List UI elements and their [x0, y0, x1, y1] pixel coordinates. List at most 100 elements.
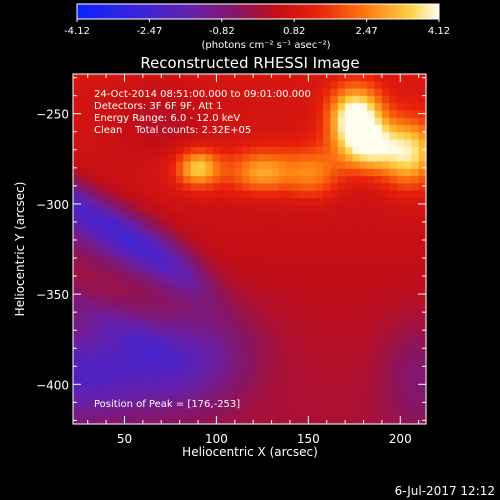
- heatmap-cell: [308, 117, 317, 126]
- heatmap-cell: [124, 183, 133, 192]
- heatmap-cell: [323, 227, 331, 236]
- heatmap-cell: [271, 139, 280, 148]
- heatmap-cell: [87, 132, 96, 141]
- heatmap-cell: [109, 205, 118, 214]
- heatmap-cell: [227, 394, 236, 403]
- heatmap-cell: [220, 241, 229, 250]
- heatmap-cell: [234, 234, 243, 243]
- heatmap-cell: [124, 117, 133, 126]
- heatmap-cell: [168, 205, 177, 214]
- heatmap-cell: [374, 380, 383, 389]
- heatmap-cell: [117, 249, 126, 257]
- heatmap-cell: [139, 132, 148, 141]
- heatmap-cell: [278, 278, 287, 287]
- heatmap-cell: [337, 74, 346, 82]
- heatmap-cell: [359, 168, 368, 177]
- heatmap-cell: [124, 205, 133, 214]
- heatmap-cell: [153, 365, 162, 374]
- heatmap-cell: [293, 307, 302, 316]
- heatmap-cell: [359, 394, 368, 403]
- heatmap-cell: [374, 372, 383, 381]
- heatmap-cell: [220, 321, 229, 330]
- heatmap-cell: [396, 256, 405, 265]
- heatmap-cell: [300, 81, 309, 90]
- heatmap-cell: [381, 125, 390, 133]
- heatmap-cell: [153, 88, 162, 97]
- heatmap-cell: [381, 321, 390, 330]
- heatmap-cell: [205, 278, 214, 287]
- heatmap-cell: [403, 409, 412, 418]
- heatmap-cell: [278, 263, 287, 272]
- heatmap-cell: [198, 365, 206, 374]
- heatmap-cell: [403, 81, 412, 90]
- heatmap-cell: [381, 343, 390, 352]
- heatmap-cell: [205, 351, 214, 359]
- heatmap-cell: [403, 292, 412, 301]
- heatmap-cell: [146, 292, 155, 301]
- heatmap-cell: [168, 176, 177, 184]
- heatmap-cell: [205, 256, 214, 265]
- heatmap-cell: [345, 292, 354, 301]
- heatmap-cell: [220, 278, 229, 287]
- heatmap-cell: [323, 176, 331, 184]
- heatmap-cell: [315, 387, 324, 396]
- heatmap-cell: [249, 358, 258, 367]
- heatmap-cell: [87, 278, 96, 287]
- heatmap-cell: [315, 314, 324, 323]
- heatmap-cell: [161, 154, 170, 163]
- heatmap-cell: [278, 219, 287, 228]
- heatmap-cell: [293, 249, 302, 257]
- heatmap-cell: [256, 227, 265, 236]
- heatmap-cell: [227, 227, 236, 236]
- heatmap-cell: [131, 183, 140, 192]
- heatmap-cell: [131, 256, 140, 265]
- heatmap-cell: [264, 249, 273, 257]
- heatmap-cell: [308, 270, 317, 279]
- heatmap-cell: [315, 365, 324, 374]
- heatmap-cell: [234, 190, 243, 199]
- heatmap-cell: [168, 234, 177, 243]
- heatmap-cell: [271, 161, 280, 170]
- heatmap-cell: [278, 321, 287, 330]
- heatmap-cell: [367, 249, 376, 257]
- heatmap-cell: [183, 95, 192, 104]
- heatmap-cell: [345, 372, 354, 381]
- heatmap-cell: [242, 117, 251, 126]
- heatmap-cell: [396, 125, 405, 133]
- heatmap-cell: [242, 278, 251, 287]
- heatmap-cell: [109, 416, 118, 425]
- heatmap-cell: [367, 358, 376, 367]
- heatmap-cell: [286, 146, 295, 155]
- heatmap-cell: [95, 88, 104, 97]
- heatmap-cell: [175, 300, 184, 308]
- heatmap-cell: [175, 278, 184, 287]
- heatmap-cell: [73, 314, 81, 323]
- heatmap-cell: [403, 219, 412, 228]
- heatmap-cell: [411, 285, 420, 294]
- heatmap-cell: [271, 110, 280, 119]
- heatmap-cell: [411, 234, 420, 243]
- heatmap-cell: [308, 365, 317, 374]
- heatmap-cell: [315, 205, 324, 214]
- heatmap-cell: [198, 285, 206, 294]
- heatmap-cell: [418, 314, 427, 323]
- heatmap-cell: [198, 270, 206, 279]
- heatmap-cell: [234, 387, 243, 396]
- heatmap-cell: [205, 402, 214, 411]
- heatmap-cell: [205, 95, 214, 104]
- heatmap-cell: [220, 227, 229, 236]
- heatmap-cell: [278, 212, 287, 221]
- heatmap-cell: [139, 168, 148, 177]
- heatmap-cell: [359, 88, 368, 97]
- heatmap-cell: [242, 351, 251, 359]
- heatmap-cell: [109, 365, 118, 374]
- heatmap-cell: [256, 212, 265, 221]
- heatmap-cell: [411, 314, 420, 323]
- heatmap-cell: [234, 300, 243, 308]
- heatmap-cell: [175, 168, 184, 177]
- heatmap-cell: [396, 139, 405, 148]
- heatmap-cell: [286, 321, 295, 330]
- heatmap-cell: [286, 343, 295, 352]
- heatmap-cell: [330, 132, 339, 141]
- heatmap-cell: [124, 88, 133, 97]
